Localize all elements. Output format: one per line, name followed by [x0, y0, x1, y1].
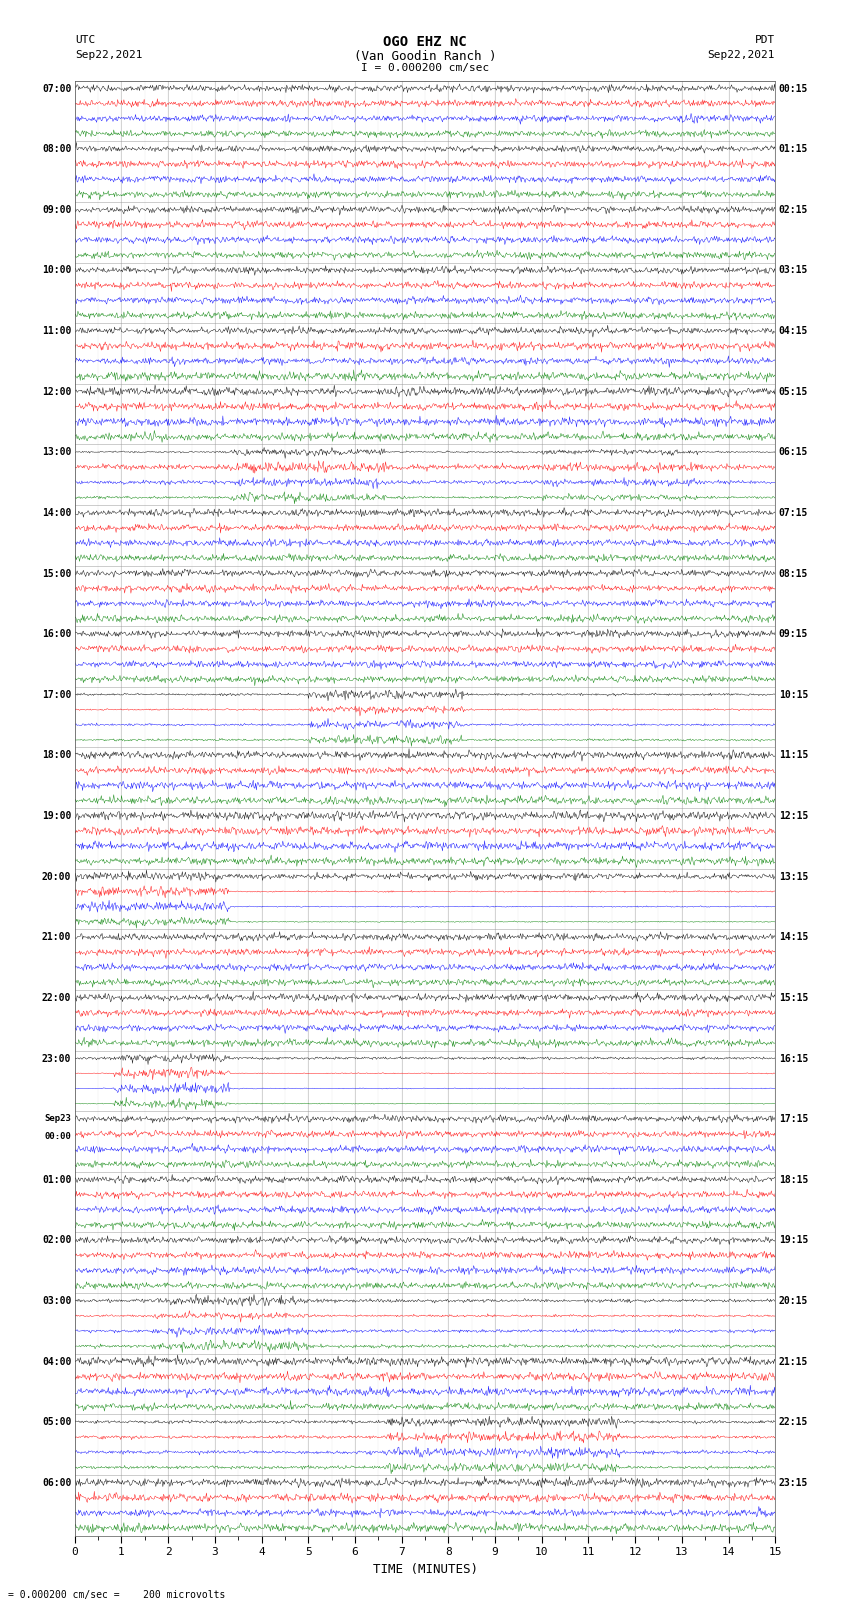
Text: 06:00: 06:00 — [42, 1478, 71, 1487]
Text: 13:15: 13:15 — [779, 871, 808, 882]
Text: 19:15: 19:15 — [779, 1236, 808, 1245]
Text: 21:15: 21:15 — [779, 1357, 808, 1366]
Text: 18:15: 18:15 — [779, 1174, 808, 1186]
Text: 03:00: 03:00 — [42, 1295, 71, 1307]
Text: 02:15: 02:15 — [779, 205, 808, 215]
Text: 06:15: 06:15 — [779, 447, 808, 458]
Text: 04:15: 04:15 — [779, 326, 808, 336]
Text: 09:00: 09:00 — [42, 205, 71, 215]
Text: 07:00: 07:00 — [42, 84, 71, 94]
Text: 22:15: 22:15 — [779, 1418, 808, 1428]
Text: 07:15: 07:15 — [779, 508, 808, 518]
Text: 16:15: 16:15 — [779, 1053, 808, 1063]
Text: I = 0.000200 cm/sec: I = 0.000200 cm/sec — [361, 63, 489, 73]
Text: 00:15: 00:15 — [779, 84, 808, 94]
Text: Sep23: Sep23 — [44, 1115, 71, 1123]
Text: 01:00: 01:00 — [42, 1174, 71, 1186]
Text: Sep22,2021: Sep22,2021 — [75, 50, 142, 60]
Text: PDT: PDT — [755, 35, 775, 45]
Text: 23:00: 23:00 — [42, 1053, 71, 1063]
Text: 11:15: 11:15 — [779, 750, 808, 760]
Text: 05:15: 05:15 — [779, 387, 808, 397]
Text: 09:15: 09:15 — [779, 629, 808, 639]
Text: 20:15: 20:15 — [779, 1295, 808, 1307]
Text: = 0.000200 cm/sec =    200 microvolts: = 0.000200 cm/sec = 200 microvolts — [8, 1590, 226, 1600]
Text: Sep22,2021: Sep22,2021 — [708, 50, 775, 60]
Text: 01:15: 01:15 — [779, 144, 808, 155]
Text: 12:15: 12:15 — [779, 811, 808, 821]
Text: 04:00: 04:00 — [42, 1357, 71, 1366]
Text: 12:00: 12:00 — [42, 387, 71, 397]
Text: OGO EHZ NC: OGO EHZ NC — [383, 35, 467, 50]
Text: 20:00: 20:00 — [42, 871, 71, 882]
Text: 22:00: 22:00 — [42, 994, 71, 1003]
Text: 08:15: 08:15 — [779, 568, 808, 579]
Text: 14:00: 14:00 — [42, 508, 71, 518]
Text: 15:00: 15:00 — [42, 568, 71, 579]
Text: 11:00: 11:00 — [42, 326, 71, 336]
Text: 00:00: 00:00 — [44, 1132, 71, 1140]
Text: 14:15: 14:15 — [779, 932, 808, 942]
Text: UTC: UTC — [75, 35, 95, 45]
Text: 05:00: 05:00 — [42, 1418, 71, 1428]
Text: 21:00: 21:00 — [42, 932, 71, 942]
Text: 19:00: 19:00 — [42, 811, 71, 821]
Text: 15:15: 15:15 — [779, 994, 808, 1003]
X-axis label: TIME (MINUTES): TIME (MINUTES) — [372, 1563, 478, 1576]
Text: 23:15: 23:15 — [779, 1478, 808, 1487]
Text: (Van Goodin Ranch ): (Van Goodin Ranch ) — [354, 50, 496, 63]
Text: 16:00: 16:00 — [42, 629, 71, 639]
Text: 13:00: 13:00 — [42, 447, 71, 458]
Text: 17:15: 17:15 — [779, 1115, 808, 1124]
Text: 02:00: 02:00 — [42, 1236, 71, 1245]
Text: 03:15: 03:15 — [779, 266, 808, 276]
Text: 18:00: 18:00 — [42, 750, 71, 760]
Text: 10:15: 10:15 — [779, 690, 808, 700]
Text: 10:00: 10:00 — [42, 266, 71, 276]
Text: 17:00: 17:00 — [42, 690, 71, 700]
Text: 08:00: 08:00 — [42, 144, 71, 155]
